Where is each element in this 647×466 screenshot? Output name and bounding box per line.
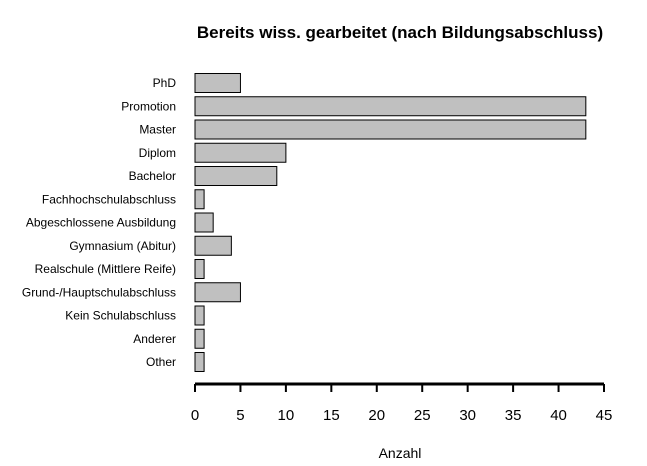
category-label: Diplom [139,146,176,160]
category-label: Kein Schulabschluss [65,309,176,323]
category-label: Gymnasium (Abitur) [69,239,176,253]
x-tick-label: 10 [278,407,295,424]
bars-group [194,73,587,372]
category-label: Realschule (Mittlere Reife) [35,262,176,276]
bar [194,96,587,117]
category-label: Anderer [133,332,176,346]
x-tick-label: 5 [236,407,244,424]
category-label: Master [139,123,176,137]
x-tick-label: 30 [459,407,476,424]
bar [194,73,241,93]
bar [194,259,205,279]
category-labels: PhD Promotion Master Diplom Bachelor Fachhoch… [22,76,176,369]
category-label: Grund-/Hauptschulabschluss [22,285,176,299]
chart-title: Bereits wiss. gearbeitet (nach Bildungsa… [197,23,603,42]
bar [194,189,205,210]
x-axis-title: Anzahl [379,445,422,461]
x-tick-label: 20 [368,407,385,424]
bar [194,235,232,256]
bar [194,166,278,186]
x-tick-label: 40 [550,407,567,424]
bar [194,328,205,349]
bar [194,282,241,303]
bar [194,352,205,372]
category-label: Other [146,355,176,369]
x-tick-label: 0 [191,407,199,424]
category-label: Fachhochschulabschluss [42,192,176,206]
x-tick-label: 25 [414,407,431,424]
bar [194,142,287,163]
x-tick-label: 15 [323,407,340,424]
x-tick-label: 35 [505,407,522,424]
category-label: PhD [153,76,177,90]
x-tick-label: 45 [596,407,613,424]
bar [194,305,205,326]
bar [194,212,214,233]
category-label: Promotion [121,99,176,113]
category-label: Bachelor [129,169,176,183]
bar [194,119,587,140]
category-label: Abgeschlossene Ausbildung [26,216,176,230]
x-axis: 0 5 10 15 20 25 30 35 40 45 [191,382,613,424]
